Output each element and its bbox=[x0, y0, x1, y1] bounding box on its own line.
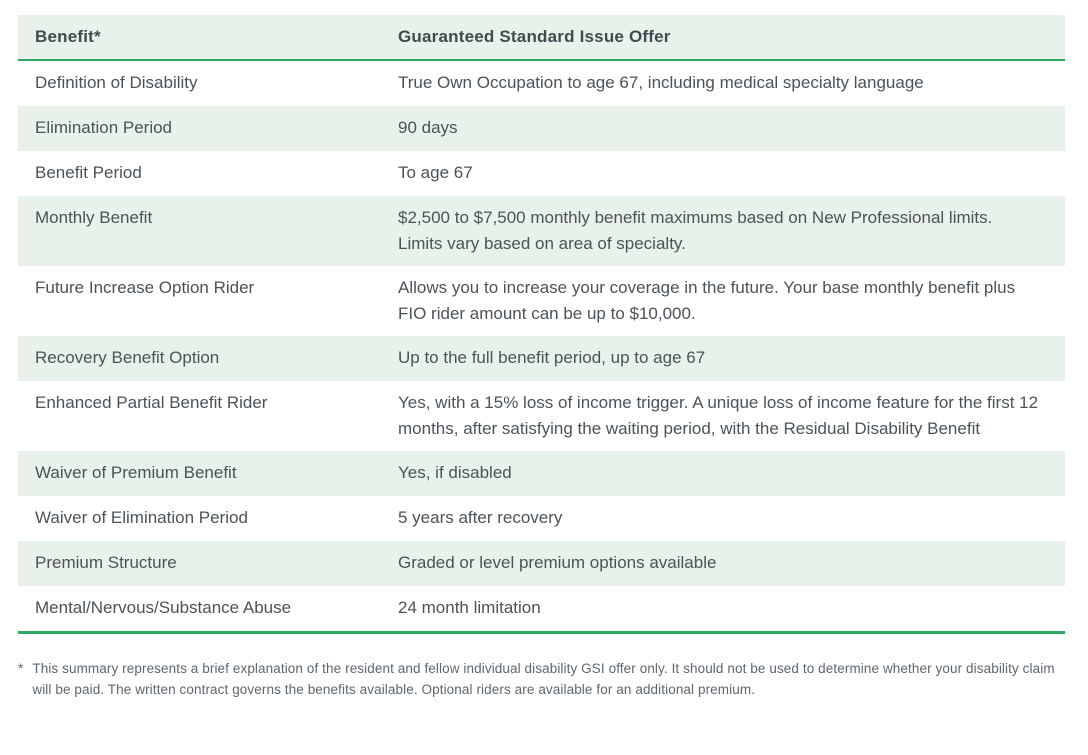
benefit-cell: Mental/Nervous/Substance Abuse bbox=[35, 598, 292, 617]
offer-cell: True Own Occupation to age 67, including… bbox=[398, 73, 924, 92]
table-row: Elimination Period 90 days bbox=[18, 106, 1065, 151]
benefit-cell: Premium Structure bbox=[35, 553, 177, 572]
offer-cell: Up to the full benefit period, up to age… bbox=[398, 348, 706, 367]
table-row: Mental/Nervous/Substance Abuse 24 month l… bbox=[18, 586, 1065, 631]
header-benefit: Benefit* bbox=[35, 27, 101, 46]
offer-cell: 90 days bbox=[398, 118, 458, 137]
offer-cell: 24 month limitation bbox=[398, 598, 541, 617]
benefit-cell: Benefit Period bbox=[35, 163, 142, 182]
footnote-text: This summary represents a brief explanat… bbox=[32, 661, 1055, 697]
benefit-cell: Definition of Disability bbox=[35, 73, 198, 92]
table-rows: Definition of Disability True Own Occupat… bbox=[18, 61, 1065, 631]
benefit-cell: Elimination Period bbox=[35, 118, 173, 137]
offer-cell: To age 67 bbox=[398, 163, 473, 182]
table-row: Waiver of Elimination Period 5 years afte… bbox=[18, 496, 1065, 541]
offer-cell: Yes, with a 15% loss of income trigger. … bbox=[398, 393, 1039, 438]
table-row: Recovery Benefit Option Up to the full be… bbox=[18, 336, 1065, 381]
footnote-asterisk: * bbox=[18, 661, 24, 676]
benefit-cell: Monthly Benefit bbox=[35, 208, 153, 227]
table-header-row: Benefit* Guaranteed Standard Issue Offer bbox=[18, 15, 1065, 61]
offer-cell: Yes, if disabled bbox=[398, 463, 512, 482]
benefits-table: Benefit* Guaranteed Standard Issue Offer… bbox=[18, 15, 1065, 634]
offer-cell: $2,500 to $7,500 monthly benefit maximum… bbox=[398, 208, 993, 253]
offer-cell: Allows you to increase your coverage in … bbox=[398, 278, 1016, 323]
table-row: Premium Structure Graded or level premium… bbox=[18, 541, 1065, 586]
benefit-cell: Waiver of Premium Benefit bbox=[35, 463, 237, 482]
table-row: Waiver of Premium Benefit Yes, if disable… bbox=[18, 451, 1065, 496]
table-row: Monthly Benefit $2,500 to $7,500 monthly … bbox=[18, 196, 1065, 266]
offer-cell: 5 years after recovery bbox=[398, 508, 563, 527]
table-row: Future Increase Option Rider Allows you t… bbox=[18, 266, 1065, 336]
benefit-cell: Waiver of Elimination Period bbox=[35, 508, 248, 527]
benefit-cell: Recovery Benefit Option bbox=[35, 348, 220, 367]
table-row: Definition of Disability True Own Occupat… bbox=[18, 61, 1065, 106]
footnote: * This summary represents a brief explan… bbox=[18, 658, 1068, 700]
table-row: Enhanced Partial Benefit Rider Yes, with … bbox=[18, 381, 1065, 451]
benefit-cell: Enhanced Partial Benefit Rider bbox=[35, 393, 268, 412]
offer-cell: Graded or level premium options availabl… bbox=[398, 553, 717, 572]
table-row: Benefit Period To age 67 bbox=[18, 151, 1065, 196]
header-offer: Guaranteed Standard Issue Offer bbox=[398, 27, 671, 46]
benefit-cell: Future Increase Option Rider bbox=[35, 278, 255, 297]
